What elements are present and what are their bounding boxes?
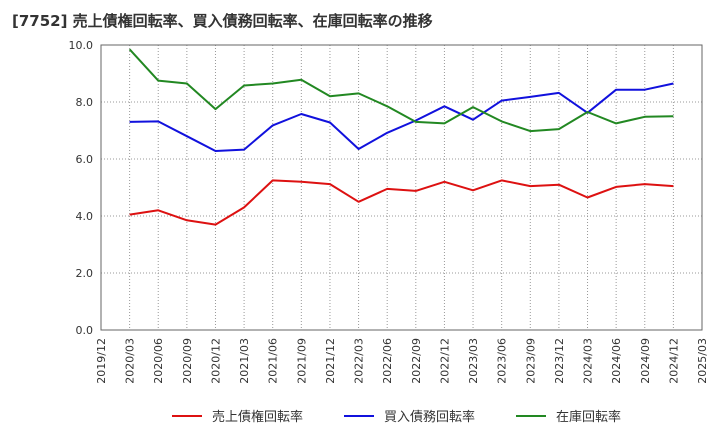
x-tick-label: 2023/03 bbox=[467, 338, 480, 384]
y-tick-label: 4.0 bbox=[76, 210, 94, 223]
axes bbox=[100, 44, 703, 331]
x-tick-label: 2025/03 bbox=[696, 338, 709, 384]
y-tick-label: 0.0 bbox=[76, 324, 94, 337]
series-line-2 bbox=[129, 82, 674, 152]
x-tick-label: 2020/03 bbox=[124, 338, 137, 384]
x-tick-label: 2023/06 bbox=[496, 338, 509, 384]
x-tick-label: 2023/09 bbox=[524, 338, 537, 384]
x-tick-label: 2021/12 bbox=[324, 338, 337, 384]
x-tick-label: 2021/09 bbox=[295, 338, 308, 384]
x-tick-label: 2022/09 bbox=[410, 338, 423, 384]
series-line-3 bbox=[128, 48, 674, 133]
x-tick-label: 2024/06 bbox=[610, 338, 623, 384]
x-tick-label: 2021/03 bbox=[238, 338, 251, 384]
y-tick-label: 6.0 bbox=[76, 153, 94, 166]
x-tick-label: 2020/12 bbox=[209, 338, 222, 384]
x-tick-label: 2022/03 bbox=[353, 338, 366, 384]
series-line-1 bbox=[129, 179, 674, 226]
plot-frame bbox=[100, 44, 703, 331]
legend-item-1: 売上債権回転率 bbox=[172, 409, 303, 425]
x-tick-label: 2024/12 bbox=[667, 338, 680, 384]
x-tick-label: 2024/09 bbox=[639, 338, 652, 384]
x-tick-label: 2024/03 bbox=[582, 338, 595, 384]
x-tick-label: 2020/09 bbox=[181, 338, 194, 384]
x-tick-label: 2020/06 bbox=[152, 338, 165, 384]
legend-item-2: 買入債務回転率 bbox=[344, 409, 475, 425]
x-tick-label: 2023/12 bbox=[553, 338, 566, 384]
x-tick-label: 2021/06 bbox=[267, 338, 280, 384]
legend: 売上債権回転率 買入債務回転率 在庫回転率 bbox=[172, 409, 621, 425]
y-axis-ticks: 0.0 2.0 4.0 6.0 8.0 10.0 bbox=[69, 39, 94, 337]
chart-title: [7752] 売上債権回転率、買入債務回転率、在庫回転率の推移 bbox=[12, 12, 433, 30]
y-tick-label: 2.0 bbox=[76, 267, 94, 280]
legend-label: 売上債権回転率 bbox=[212, 409, 303, 425]
legend-label: 在庫回転率 bbox=[556, 409, 621, 425]
x-tick-label: 2022/06 bbox=[381, 338, 394, 384]
x-axis-ticks: 2019/12 2020/03 2020/06 2020/09 2020/12 2021/… bbox=[95, 338, 709, 384]
legend-label: 買入債務回転率 bbox=[384, 409, 475, 425]
series-lines bbox=[128, 48, 674, 226]
y-tick-label: 10.0 bbox=[69, 39, 94, 52]
x-tick-label: 2019/12 bbox=[95, 338, 108, 384]
y-tick-label: 8.0 bbox=[76, 96, 94, 109]
x-tick-label: 2022/12 bbox=[438, 338, 451, 384]
legend-item-3: 在庫回転率 bbox=[516, 409, 621, 425]
